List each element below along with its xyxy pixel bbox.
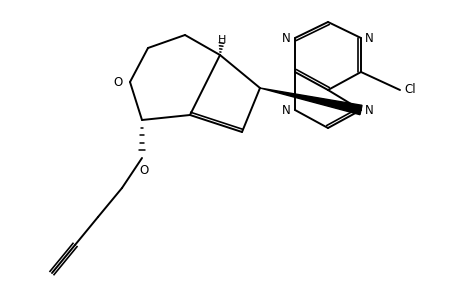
Text: H: H — [218, 35, 226, 45]
Text: Cl: Cl — [403, 83, 415, 97]
Text: N: N — [364, 32, 373, 44]
Text: N: N — [364, 103, 373, 116]
Text: N: N — [282, 103, 291, 116]
Text: O: O — [113, 76, 123, 88]
Text: N: N — [282, 32, 291, 44]
Text: O: O — [139, 164, 148, 177]
Polygon shape — [259, 88, 361, 115]
